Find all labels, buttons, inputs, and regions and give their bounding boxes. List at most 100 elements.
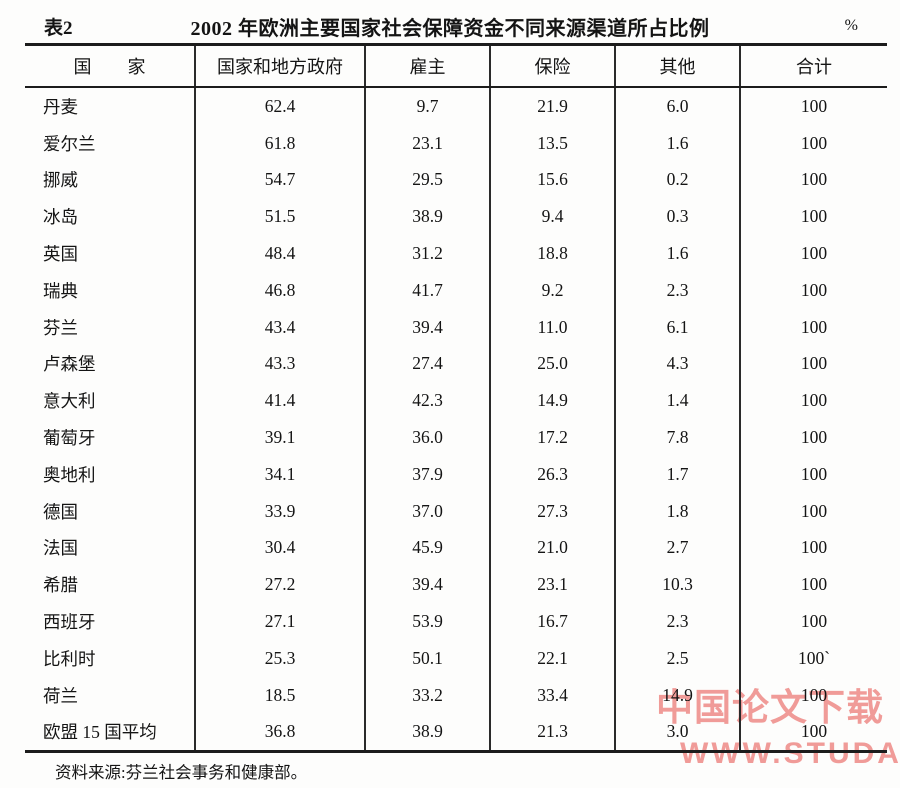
table-row: 欧盟 15 国平均 36.8 38.9 21.3 3.0 100 — [25, 713, 887, 752]
cell-country: 卢森堡 — [25, 345, 196, 383]
cell-value: 4.3 — [615, 345, 741, 383]
cell-value: 21.9 — [490, 87, 616, 125]
cell-value: 41.7 — [365, 271, 491, 309]
cell-value: 100 — [800, 390, 828, 411]
cell-country: 挪威 — [25, 161, 196, 199]
cell-value: 18.5 — [195, 676, 366, 714]
cell-value: 100 — [800, 427, 828, 448]
cell-value: 2.3 — [615, 603, 741, 640]
cell-value: 2.5 — [615, 639, 741, 677]
cell-value: 15.6 — [490, 161, 616, 199]
header-cell-3: 保险 — [490, 44, 616, 88]
cell-value: 37.9 — [365, 455, 491, 493]
cell-value: 61.8 — [195, 124, 366, 162]
cell-value: 33.2 — [365, 676, 491, 714]
cell-value: 38.9 — [365, 198, 491, 236]
cell-country: 希腊 — [25, 566, 196, 604]
cell-country: 丹麦 — [25, 87, 196, 125]
cell-value: 13.5 — [490, 124, 616, 162]
table-row: 芬兰 43.4 39.4 11.0 6.1 100 — [25, 308, 887, 346]
cell-value: 18.8 — [490, 235, 616, 272]
cell-value: 36.8 — [195, 713, 366, 752]
table-row: 意大利 41.4 42.3 14.9 1.4 100 — [25, 382, 887, 420]
table-row: 荷兰 18.5 33.2 33.4 14.9 100 — [25, 676, 887, 714]
cell-value: 100 — [800, 206, 828, 227]
table-row: 希腊 27.2 39.4 23.1 10.3 100 — [25, 566, 887, 604]
cell-country: 欧盟 15 国平均 — [25, 713, 196, 752]
cell-value: 16.7 — [490, 603, 616, 640]
table-row: 法国 30.4 45.9 21.0 2.7 100 — [25, 529, 887, 567]
cell-value: 39.4 — [365, 308, 491, 346]
cell-value: 41.4 — [195, 382, 366, 420]
cell-value: 1.6 — [615, 124, 741, 162]
cell-value: 100 — [800, 500, 828, 521]
cell-country: 比利时 — [25, 639, 196, 677]
cell-value: 50.1 — [365, 639, 491, 677]
cell-value: 1.6 — [615, 235, 741, 272]
cell-value: 30.4 — [195, 529, 366, 567]
cell-value: 9.2 — [490, 271, 616, 309]
cell-value: 1.8 — [615, 492, 741, 530]
cell-value: 45.9 — [365, 529, 491, 567]
table-row: 奥地利 34.1 37.9 26.3 1.7 100 — [25, 455, 887, 493]
cell-value: 27.4 — [365, 345, 491, 383]
table-row: 丹麦 62.4 9.7 21.9 6.0 100 — [25, 87, 887, 125]
table-row: 英国 48.4 31.2 18.8 1.6 100 — [25, 235, 887, 272]
cell-value: 100 — [800, 353, 828, 374]
cell-value: 2.3 — [615, 271, 741, 309]
cell-value: 33.9 — [195, 492, 366, 530]
cell-value: 33.4 — [490, 676, 616, 714]
cell-country: 奥地利 — [25, 455, 196, 493]
table-row: 冰岛 51.5 38.9 9.4 0.3 100 — [25, 198, 887, 236]
cell-country: 爱尔兰 — [25, 124, 196, 162]
cell-value: 54.7 — [195, 161, 366, 199]
cell-value: 36.0 — [365, 419, 491, 456]
table-row: 挪威 54.7 29.5 15.6 0.2 100 — [25, 161, 887, 199]
table-number-label: 表2 — [44, 18, 73, 39]
cell-value: 100 — [800, 721, 828, 742]
cell-value: 39.1 — [195, 419, 366, 456]
cell-country: 冰岛 — [25, 198, 196, 236]
cell-value: 27.1 — [195, 603, 366, 640]
cell-value: 34.1 — [195, 455, 366, 493]
cell-value: 100 — [800, 537, 828, 558]
cell-value: 48.4 — [195, 235, 366, 272]
cell-value: 21.0 — [490, 529, 616, 567]
cell-country: 德国 — [25, 492, 196, 530]
header-cell-5: 合计 — [740, 44, 887, 88]
cell-value: 100 — [800, 574, 828, 595]
cell-value: 100` — [797, 647, 831, 668]
cell-value: 43.3 — [195, 345, 366, 383]
cell-value: 6.1 — [615, 308, 741, 346]
cell-value: 100 — [800, 169, 828, 190]
cell-value: 0.2 — [615, 161, 741, 199]
cell-value: 23.1 — [490, 566, 616, 604]
cell-value: 7.8 — [615, 419, 741, 456]
cell-value: 26.3 — [490, 455, 616, 493]
cell-value: 25.0 — [490, 345, 616, 383]
table-row: 爱尔兰 61.8 23.1 13.5 1.6 100 — [25, 124, 887, 162]
cell-value: 100 — [800, 243, 828, 264]
cell-value: 17.2 — [490, 419, 616, 456]
cell-value: 25.3 — [195, 639, 366, 677]
cell-value: 100 — [800, 316, 828, 337]
cell-value: 53.9 — [365, 603, 491, 640]
cell-value: 11.0 — [490, 308, 616, 346]
cell-value: 46.8 — [195, 271, 366, 309]
cell-country: 荷兰 — [25, 676, 196, 714]
percent-unit-label: % — [844, 17, 858, 34]
cell-value: 6.0 — [615, 87, 741, 125]
cell-country: 葡萄牙 — [25, 419, 196, 456]
table-row: 德国 33.9 37.0 27.3 1.8 100 — [25, 492, 887, 530]
table-row: 葡萄牙 39.1 36.0 17.2 7.8 100 — [25, 419, 887, 456]
cell-value: 62.4 — [195, 87, 366, 125]
cell-value: 0.3 — [615, 198, 741, 236]
cell-value: 38.9 — [365, 713, 491, 752]
source-note: 资料来源:芬兰社会事务和健康部。 — [55, 763, 308, 782]
cell-value: 14.9 — [615, 676, 741, 714]
table-row: 卢森堡 43.3 27.4 25.0 4.3 100 — [25, 345, 887, 383]
table-row: 西班牙 27.1 53.9 16.7 2.3 100 — [25, 603, 887, 640]
cell-value: 23.1 — [365, 124, 491, 162]
header-cell-4: 其他 — [615, 44, 741, 88]
